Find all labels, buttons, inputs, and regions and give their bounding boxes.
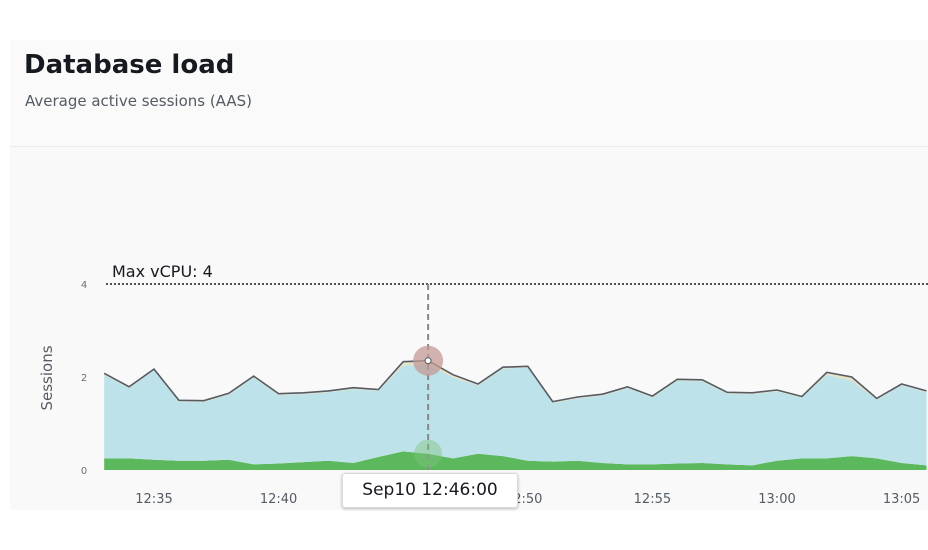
panel-header: Database load Average active sessions (A… <box>10 40 928 147</box>
x-tick-label: 13:00 <box>758 492 795 507</box>
x-tick-label: 12:40 <box>260 492 297 507</box>
x-tick-label: 12:55 <box>634 492 671 507</box>
x-tick-label: 2:50 <box>513 492 542 507</box>
y-tick-label: 4 <box>81 280 87 291</box>
series-cpu-area <box>104 364 927 466</box>
hover-tooltip: Sep10 12:46:00 <box>342 473 518 508</box>
y-tick-label: 2 <box>81 373 87 384</box>
y-tick-label: 0 <box>81 466 87 477</box>
panel-title: Database load <box>24 50 235 80</box>
total-sessions-line <box>103 359 927 403</box>
x-tick-label: 13:05 <box>883 492 920 507</box>
x-tick-label: 12:35 <box>135 492 172 507</box>
panel-subtitle: Average active sessions (AAS) <box>25 92 252 110</box>
max-vcpu-label: Max vCPU: 4 <box>112 262 213 281</box>
hover-point-dot <box>424 357 432 365</box>
y-axis-label: Sessions <box>38 345 56 410</box>
hover-wait-point <box>414 439 443 468</box>
series-wait-area <box>104 451 927 470</box>
